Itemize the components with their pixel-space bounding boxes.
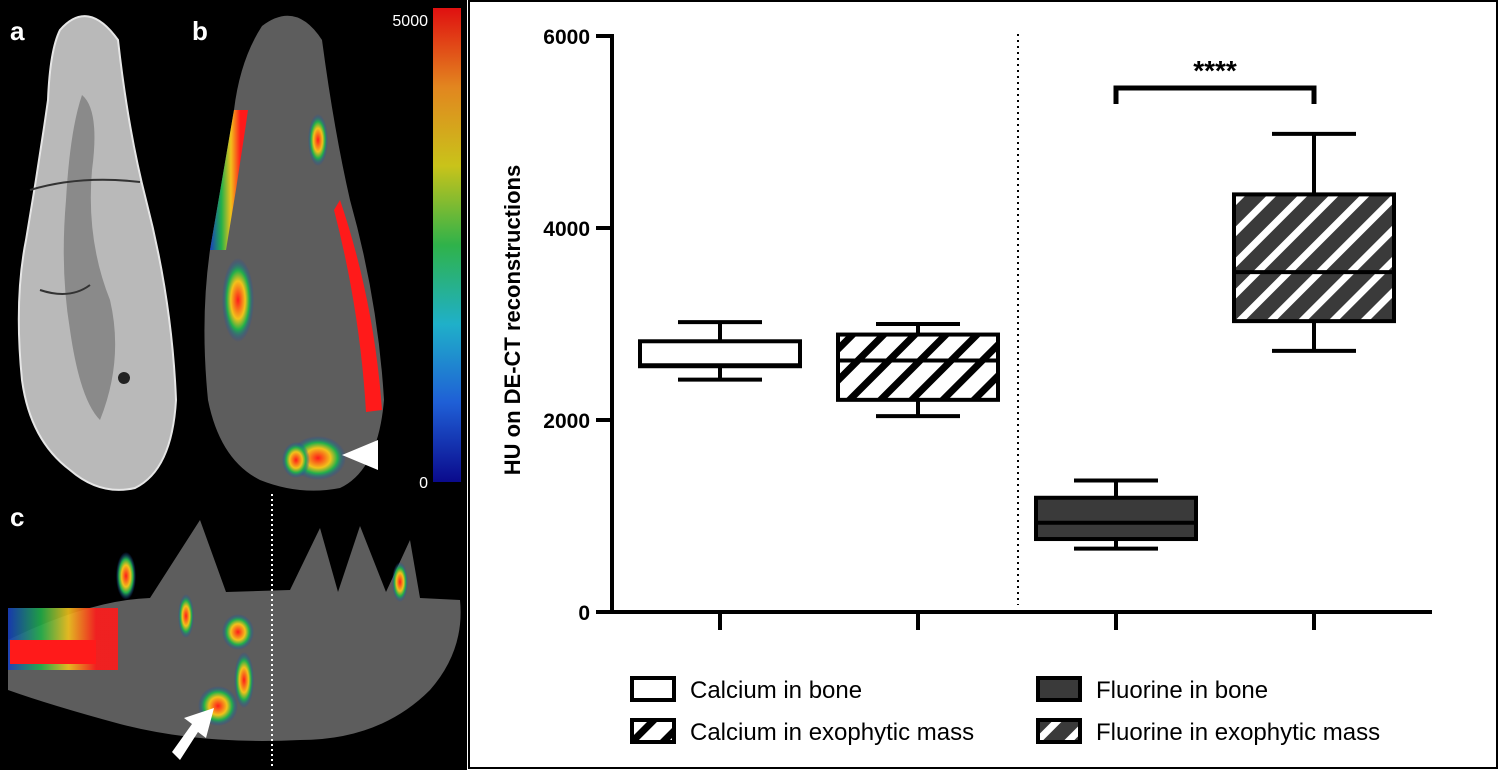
bone-slice-grayscale <box>17 15 178 491</box>
box-fluorine-in-exophytic-mass <box>1232 131 1396 353</box>
legend-swatch <box>630 676 676 702</box>
legend-label: Calcium in exophytic mass <box>690 719 974 746</box>
x-axis <box>612 610 1432 630</box>
panel-a: a <box>0 0 187 492</box>
iqr-box <box>1034 495 1198 542</box>
panel-label-a: a <box>10 16 25 46</box>
iqr-box <box>836 332 1000 402</box>
arrowhead-marker <box>342 440 378 470</box>
y-tick-label: 0 <box>578 602 590 625</box>
significance-label: **** <box>1193 55 1237 86</box>
arrow-marker <box>172 708 214 760</box>
boxplot-chart: 0 2000 4000 6000 HU on DE-CT reconstruction… <box>468 0 1498 769</box>
legend-entry: Calcium in exophytic mass <box>630 718 974 746</box>
colorbar-min-label: 0 <box>419 475 428 492</box>
significance-bracket: **** <box>1113 55 1317 104</box>
iqr-box <box>1232 192 1396 324</box>
y-axis: 0 2000 4000 6000 <box>543 26 614 625</box>
legend-label: Fluorine in exophytic mass <box>1096 719 1380 746</box>
legend-entry: Fluorine in exophytic mass <box>1036 718 1380 746</box>
iqr-box <box>638 339 802 369</box>
bone-slice-colormap <box>204 15 384 491</box>
legend-label: Fluorine in bone <box>1096 677 1268 704</box>
legend-entry: Calcium in bone <box>630 676 862 704</box>
legend-swatch <box>1036 718 1082 744</box>
panel-c: c <box>0 492 467 770</box>
legend-label: Calcium in bone <box>690 677 862 704</box>
y-tick-label: 4000 <box>543 218 590 241</box>
colorbar-max-label: 5000 <box>392 13 428 30</box>
legend-swatch <box>1036 676 1082 702</box>
legend-swatch <box>630 718 676 744</box>
box-calcium-in-exophytic-mass <box>836 322 1000 419</box>
panel-label-c: c <box>10 502 24 532</box>
y-tick-label: 2000 <box>543 410 590 433</box>
bone-dark-region <box>63 95 116 420</box>
panel-label-b: b <box>192 16 208 46</box>
colorbar <box>433 8 461 482</box>
legend: Calcium in bone Calcium in exophytic mass… <box>630 676 1380 746</box>
panel-b: 5000 0 b <box>187 0 467 492</box>
legend-entry: Fluorine in bone <box>1036 676 1268 704</box>
y-axis-label: HU on DE-CT reconstructions <box>500 165 525 475</box>
y-tick-label: 6000 <box>543 26 590 49</box>
box-calcium-in-bone <box>638 320 802 382</box>
box-fluorine-in-bone <box>1034 478 1198 551</box>
